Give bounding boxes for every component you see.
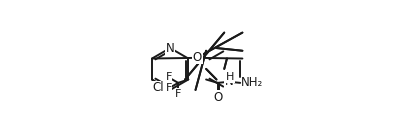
Text: H: H: [226, 72, 234, 82]
Text: O: O: [213, 91, 222, 104]
Text: NH₂: NH₂: [241, 76, 263, 89]
Text: F: F: [166, 83, 172, 93]
Text: Cl: Cl: [152, 81, 164, 94]
Text: O: O: [192, 51, 202, 64]
Text: N: N: [166, 42, 175, 55]
Text: F: F: [175, 89, 181, 99]
Text: N: N: [225, 75, 234, 88]
Text: F: F: [166, 72, 172, 82]
